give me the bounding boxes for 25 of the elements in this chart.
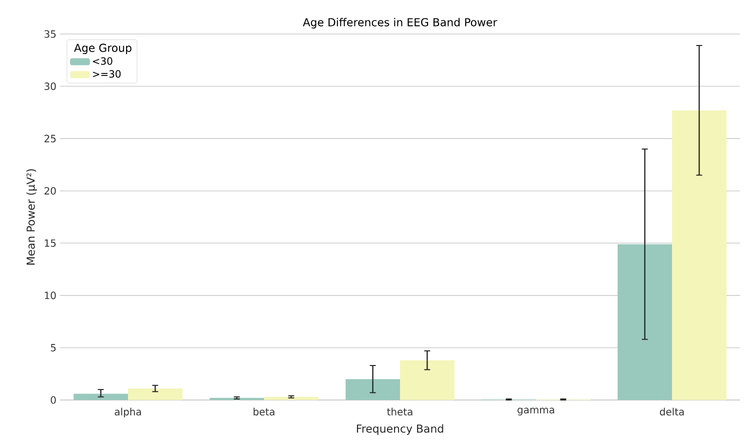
bar [74, 394, 128, 400]
x-tick-label: gamma [518, 408, 554, 416]
y-tick-label: 15 [44, 239, 56, 247]
x-axis-title: Frequency Band [356, 424, 444, 435]
y-tick-label: 35 [44, 30, 56, 38]
x-tick-label: delta [660, 408, 684, 416]
bar [346, 379, 400, 400]
chart-title: Age Differences in EEG Band Power [302, 18, 498, 28]
x-tick-label: beta [254, 408, 274, 416]
x-tick-label: alpha [114, 408, 141, 418]
bar [672, 110, 726, 400]
y-axis-title: Mean Power (µV²) [26, 169, 37, 265]
y-tick-label: 0 [50, 396, 56, 404]
bar [400, 360, 454, 400]
y-tick-label: 30 [44, 82, 56, 90]
legend-label: <30 [92, 57, 112, 65]
legend-label: >=30 [92, 70, 121, 78]
y-tick-label: 5 [50, 344, 56, 352]
bar [128, 388, 182, 400]
y-tick-label: 20 [44, 187, 56, 195]
x-tick-label: theta [387, 408, 412, 416]
legend-title: Age Group [74, 44, 132, 54]
y-tick-label: 25 [44, 134, 56, 142]
bar [264, 396, 318, 400]
y-tick-label: 10 [44, 292, 56, 300]
